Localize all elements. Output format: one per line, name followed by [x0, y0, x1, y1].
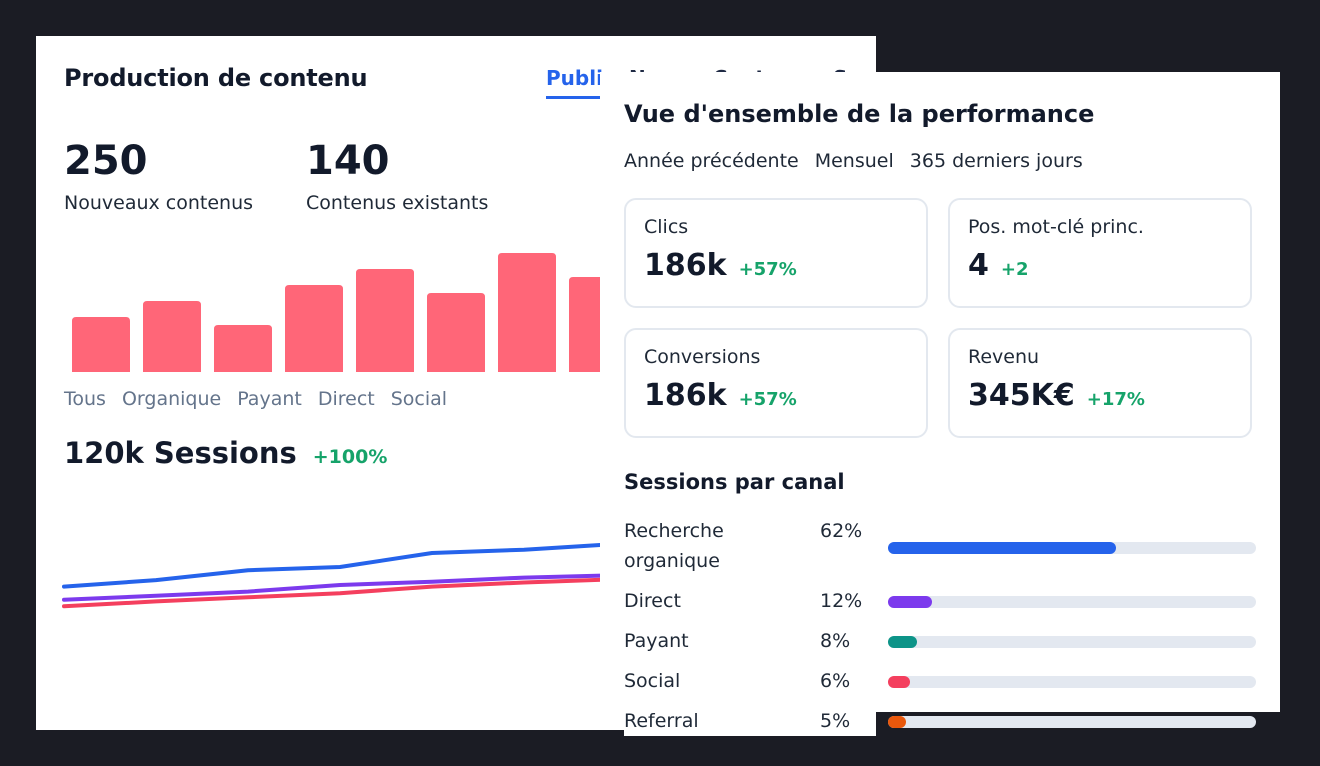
channel-progress-track — [888, 542, 1256, 554]
metric-delta: +17% — [1086, 389, 1145, 410]
bar — [427, 293, 485, 372]
sessions-summary: 120k Sessions +100% — [64, 436, 387, 470]
legend-social[interactable]: Social — [390, 388, 448, 410]
metric-label: Pos. mot-clé princ. — [968, 216, 1144, 238]
filter-previous-year[interactable]: Année précédente — [624, 150, 799, 172]
kpi-existing-content-value: 140 — [306, 138, 390, 184]
series-line-0 — [62, 542, 618, 589]
channel-percent: 62% — [820, 520, 863, 542]
channel-progress-fill — [888, 542, 1117, 554]
metric-card-keyword-position[interactable]: Pos. mot-clé princ. 4 +2 — [948, 198, 1252, 308]
referral-left-backdrop: Referral 5% — [624, 706, 876, 736]
sessions-value: 120k Sessions — [64, 436, 297, 470]
sessions-delta: +100% — [312, 446, 388, 468]
legend-direct[interactable]: Direct — [317, 388, 375, 410]
channel-progress-fill — [888, 676, 911, 688]
channel-name: Referral — [624, 710, 699, 732]
performance-overview-card: Vue d'ensemble de la performance Année p… — [600, 72, 1280, 712]
legend-organique[interactable]: Organique — [121, 388, 222, 410]
sessions-by-channel-title: Sessions par canal — [624, 470, 845, 494]
channel-progress-track — [888, 636, 1256, 648]
bar — [356, 269, 414, 372]
metric-value: 186k — [644, 378, 727, 413]
kpi-new-content: 250 Nouveaux contenus — [64, 136, 253, 214]
channel-filter-legend: Tous Organique Payant Direct Social — [64, 388, 447, 410]
channel-name: Recherche organique — [624, 520, 724, 572]
channel-percent: 8% — [820, 630, 851, 652]
metric-value: 4 — [968, 248, 989, 283]
metric-card-revenue[interactable]: Revenu 345K€ +17% — [948, 328, 1252, 438]
metric-value: 186k — [644, 248, 727, 283]
bar — [214, 325, 272, 372]
series-line-2 — [62, 577, 618, 609]
sessions-line-chart — [62, 542, 618, 609]
kpi-new-content-label: Nouveaux contenus — [64, 192, 254, 214]
legend-tous[interactable]: Tous — [64, 388, 106, 410]
bar — [285, 285, 343, 372]
period-filters: Année précédente Mensuel 365 derniers jo… — [624, 150, 1083, 172]
channel-progress-fill — [888, 596, 933, 608]
channel-progress-track — [888, 716, 1256, 728]
channel-percent: 5% — [820, 710, 851, 732]
metric-delta: +57% — [738, 259, 797, 280]
performance-title: Vue d'ensemble de la performance — [624, 100, 1095, 128]
legend-payant[interactable]: Payant — [237, 388, 302, 410]
channel-row-social: Social 6% — [624, 666, 1256, 696]
channel-name: Social — [624, 670, 681, 692]
bar — [72, 317, 130, 372]
filter-last-365-days[interactable]: 365 derniers jours — [909, 150, 1083, 172]
metric-card-conversions[interactable]: Conversions 186k +57% — [624, 328, 928, 438]
channel-name: Direct — [624, 590, 681, 612]
tab-publi[interactable]: Publi — [546, 66, 603, 99]
channel-percent: 12% — [820, 590, 863, 612]
metric-value: 345K€ — [968, 378, 1075, 413]
channel-progress-track — [888, 596, 1256, 608]
channel-percent: 6% — [820, 670, 851, 692]
metric-label: Clics — [644, 216, 689, 238]
kpi-existing-content: 140 Contenus existants — [306, 136, 488, 214]
metric-card-clicks[interactable]: Clics 186k +57% — [624, 198, 928, 308]
channel-row-referral: Referral 5% — [624, 706, 1256, 736]
channel-row-organic: Recherche organique 62% — [624, 516, 1256, 576]
channel-row-direct: Direct 12% — [624, 586, 1256, 616]
channel-progress-fill — [888, 636, 918, 648]
metric-delta: +57% — [738, 389, 797, 410]
metric-label: Conversions — [644, 346, 761, 368]
filter-monthly[interactable]: Mensuel — [814, 150, 894, 172]
metric-delta: +2 — [1000, 259, 1029, 280]
kpi-new-content-value: 250 — [64, 138, 148, 184]
content-production-title: Production de contenu — [64, 64, 368, 92]
series-line-1 — [62, 573, 618, 602]
channel-name: Payant — [624, 630, 689, 652]
channel-progress-track — [888, 676, 1256, 688]
channel-progress-fill — [888, 716, 907, 728]
channel-row-paid: Payant 8% — [624, 626, 1256, 656]
bar — [498, 253, 556, 372]
metric-label: Revenu — [968, 346, 1040, 368]
kpi-existing-content-label: Contenus existants — [306, 192, 489, 214]
bar — [143, 301, 201, 372]
